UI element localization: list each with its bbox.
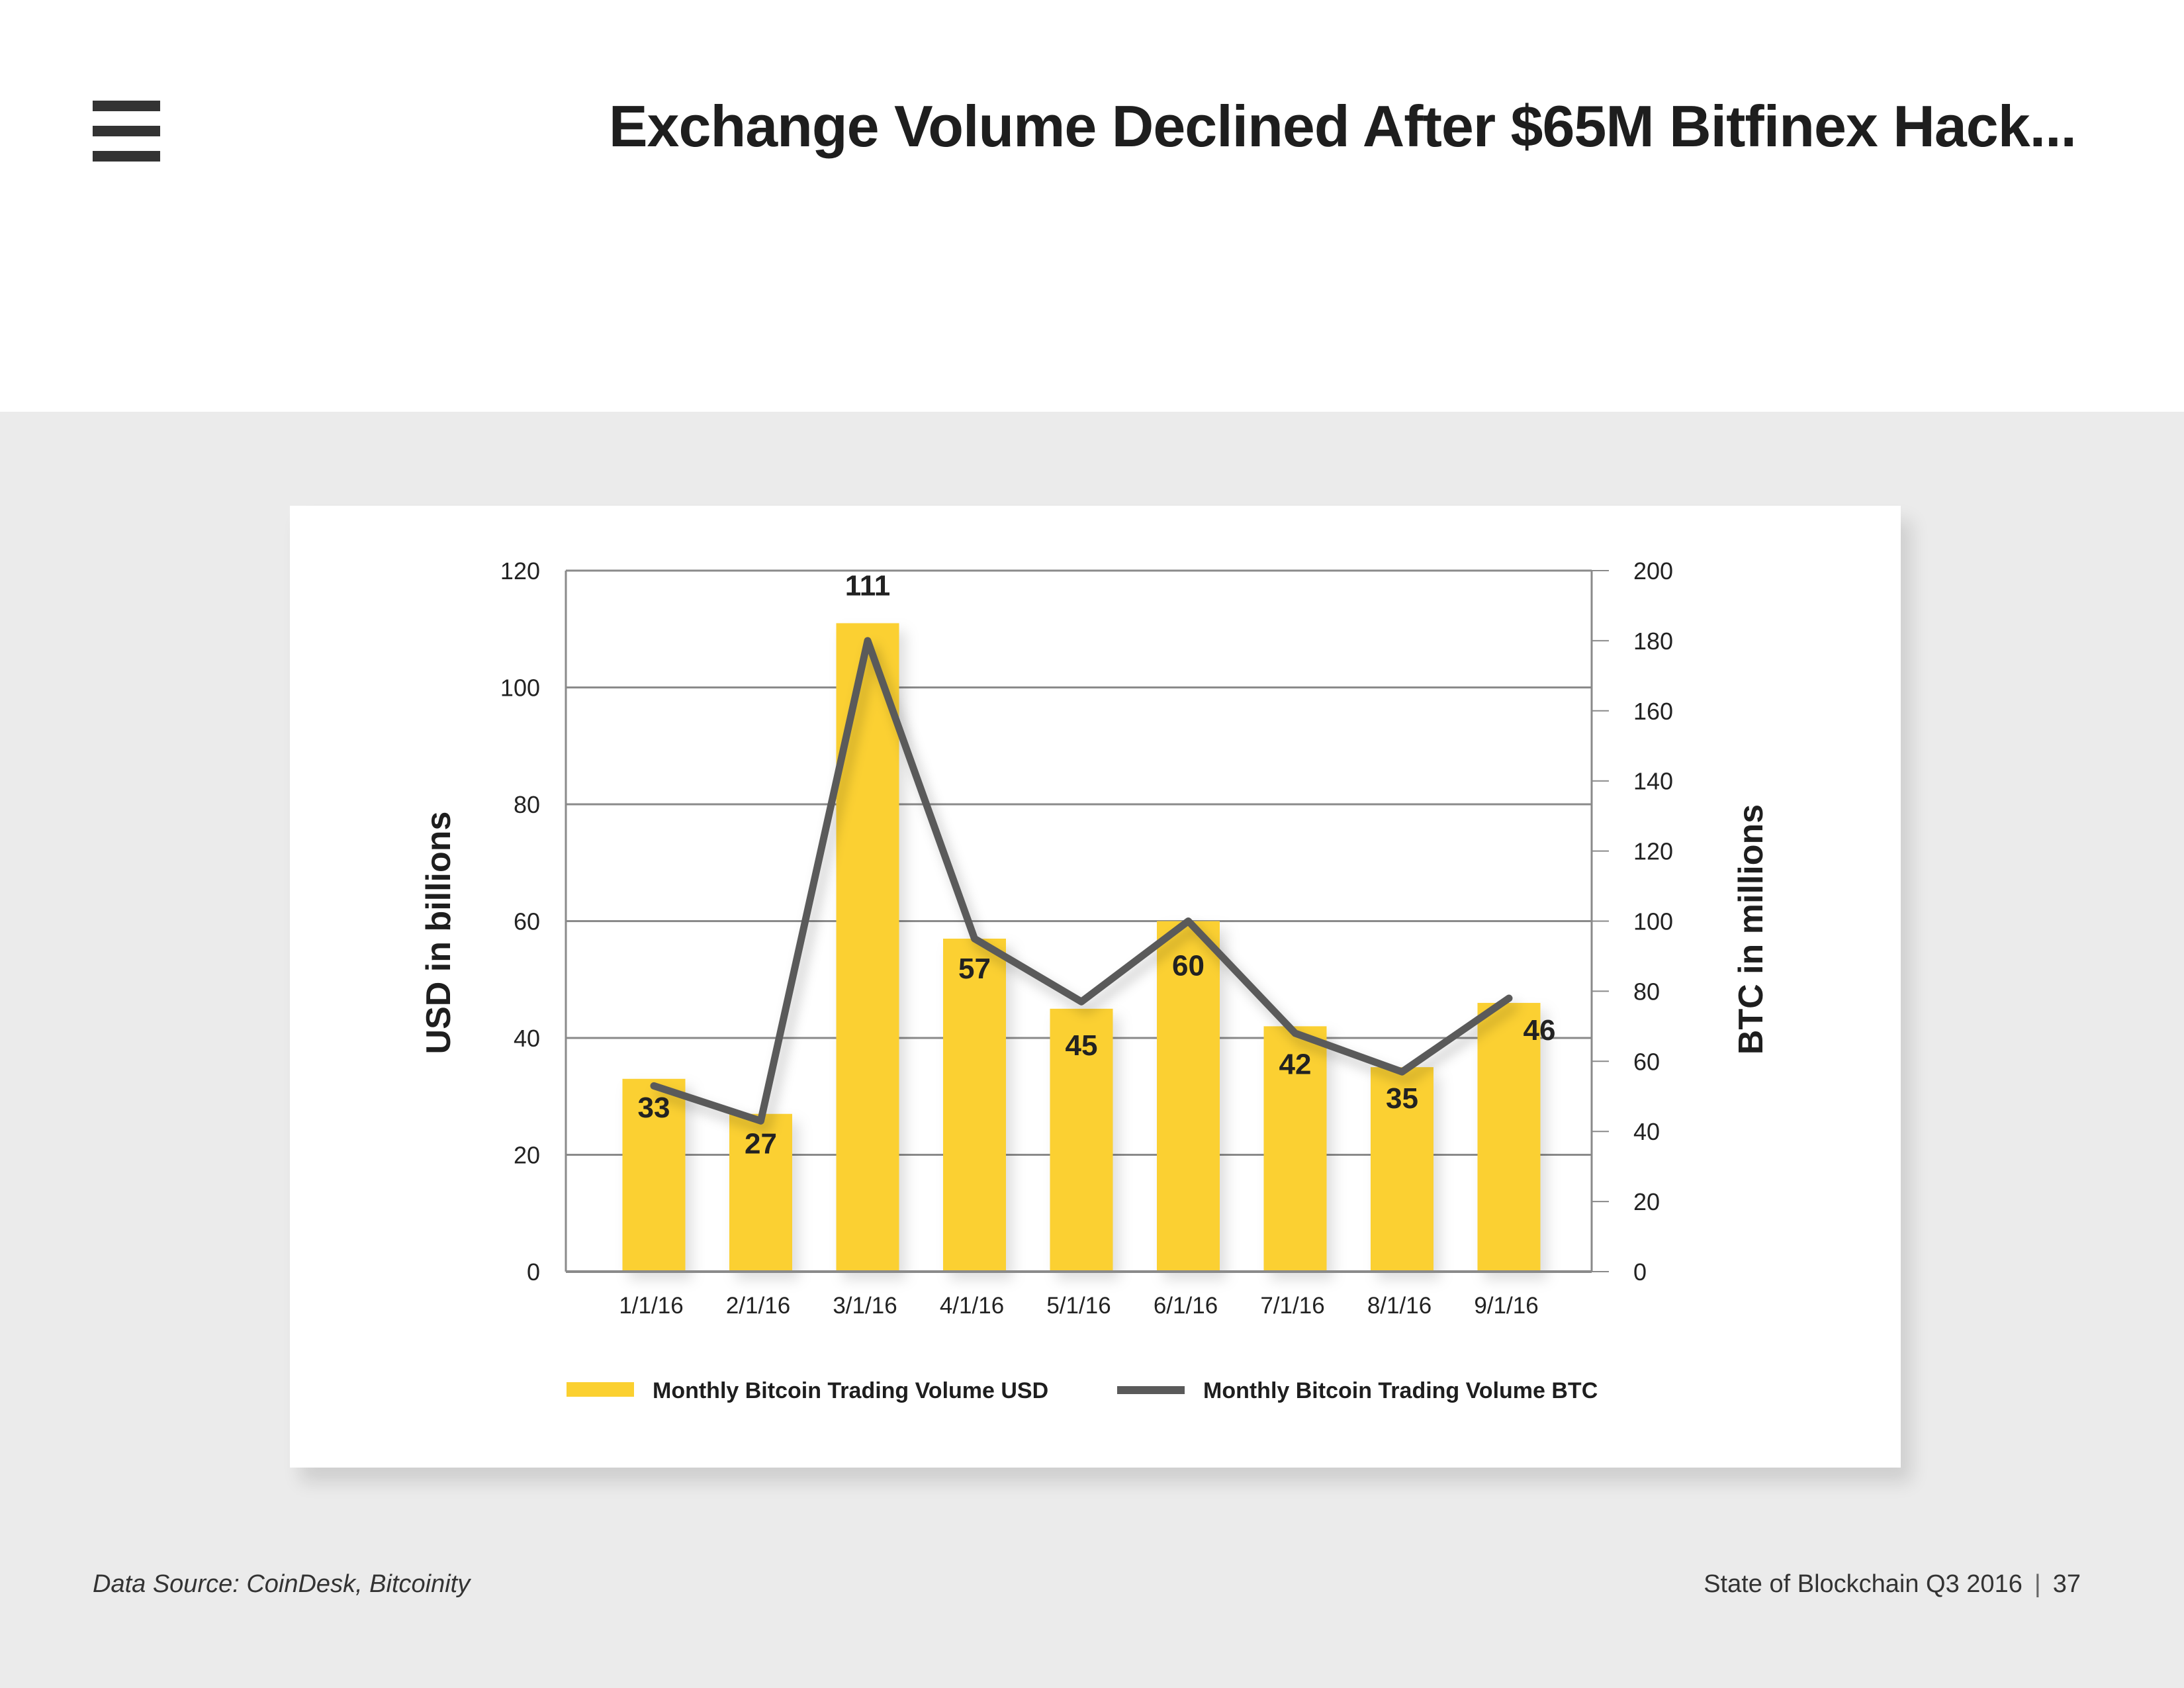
bar-4/1/16	[943, 938, 1006, 1272]
legend-swatch-btc	[1117, 1386, 1185, 1394]
legend-swatch-usd	[567, 1382, 634, 1397]
x-tick-label: 5/1/16	[1046, 1293, 1111, 1319]
left-tick-label: 40	[514, 1025, 540, 1052]
left-tick-label: 0	[527, 1258, 540, 1286]
bar-9/1/16	[1477, 1003, 1541, 1272]
right-tick-label: 200	[1633, 557, 1673, 585]
hamburger-menu-icon[interactable]	[93, 101, 160, 162]
legend-label-usd: Monthly Bitcoin Trading Volume USD	[653, 1378, 1048, 1403]
data-label-9/1/16: 46	[1524, 1014, 1556, 1047]
data-label-4/1/16: 57	[958, 953, 991, 985]
bar-7/1/16	[1263, 1026, 1327, 1272]
right-tick-label: 100	[1633, 908, 1673, 935]
right-tick-label: 20	[1633, 1188, 1660, 1215]
left-tick-label: 60	[514, 908, 540, 935]
dual-axis-chart: 0 20 40 60 80 100 120 0 20 40 60 80 100 120 140 160 180 2…	[420, 557, 1770, 1403]
data-label-1/1/16: 33	[638, 1092, 670, 1124]
btc-point-2/1/16	[760, 1120, 762, 1122]
page-title: Exchange Volume Declined After $65M Bitf…	[608, 93, 2077, 159]
bar-5/1/16	[1050, 1008, 1113, 1272]
x-tick-label: 3/1/16	[833, 1293, 897, 1319]
header-band: Exchange Volume Declined After $65M Bitf…	[0, 0, 2184, 412]
bar-1/1/16	[622, 1078, 686, 1272]
y-axis-title: USD in billions	[420, 812, 458, 1055]
data-label-7/1/16: 42	[1279, 1048, 1312, 1080]
page-number: 37	[2052, 1570, 2081, 1598]
x-tick-label: 7/1/16	[1260, 1293, 1324, 1319]
right-tick-label: 40	[1633, 1118, 1660, 1145]
data-source-note: Data Source: CoinDesk, Bitcoinity	[93, 1570, 471, 1598]
btc-point-4/1/16	[974, 937, 976, 939]
x-tick-label: 6/1/16	[1154, 1293, 1218, 1319]
right-tick-label: 60	[1633, 1048, 1660, 1075]
data-label-2/1/16: 27	[745, 1128, 777, 1160]
btc-point-8/1/16	[1401, 1071, 1403, 1073]
left-tick-label: 100	[500, 675, 540, 702]
btc-point-6/1/16	[1187, 920, 1189, 922]
left-tick-label: 20	[514, 1142, 540, 1169]
right-tick-label: 180	[1633, 628, 1673, 655]
x-tick-label: 9/1/16	[1474, 1293, 1538, 1319]
left-tick-label: 120	[500, 557, 540, 585]
bar-8/1/16	[1371, 1067, 1433, 1272]
chart-card: 0 20 40 60 80 100 120 0 20 40 60 80 100 120 140 160 180 2…	[290, 506, 1901, 1468]
data-label-3/1/16: 111	[845, 569, 891, 602]
btc-point-5/1/16	[1081, 1001, 1082, 1003]
data-label-8/1/16: 35	[1386, 1082, 1418, 1115]
data-label-6/1/16: 60	[1172, 950, 1205, 982]
bar-3/1/16	[836, 623, 899, 1272]
right-tick-label: 140	[1633, 768, 1673, 795]
right-tick-label: 80	[1633, 978, 1660, 1005]
btc-point-1/1/16	[653, 1085, 655, 1087]
right-tick-label: 160	[1633, 698, 1673, 725]
y2-axis-title: BTC in millions	[1732, 804, 1770, 1055]
data-label-5/1/16: 45	[1066, 1029, 1098, 1062]
footer-page-info: State of Blockchain Q3 2016 | 37	[1704, 1570, 2081, 1599]
footer-separator: |	[2034, 1570, 2041, 1598]
bar-6/1/16	[1157, 921, 1220, 1272]
x-tick-label: 1/1/16	[619, 1293, 683, 1319]
bar-2/1/16	[729, 1113, 792, 1272]
btc-point-3/1/16	[867, 639, 868, 641]
x-tick-label: 4/1/16	[940, 1293, 1004, 1319]
legend-label-btc: Monthly Bitcoin Trading Volume BTC	[1203, 1378, 1598, 1403]
btc-point-9/1/16	[1508, 997, 1510, 999]
x-tick-label: 8/1/16	[1367, 1293, 1432, 1319]
right-tick-label: 120	[1633, 838, 1673, 865]
right-tick-label: 0	[1633, 1258, 1647, 1286]
left-tick-label: 80	[514, 791, 540, 818]
report-name: State of Blockchain Q3 2016	[1704, 1570, 2023, 1598]
x-tick-label: 2/1/16	[726, 1293, 790, 1319]
btc-point-7/1/16	[1295, 1032, 1296, 1034]
